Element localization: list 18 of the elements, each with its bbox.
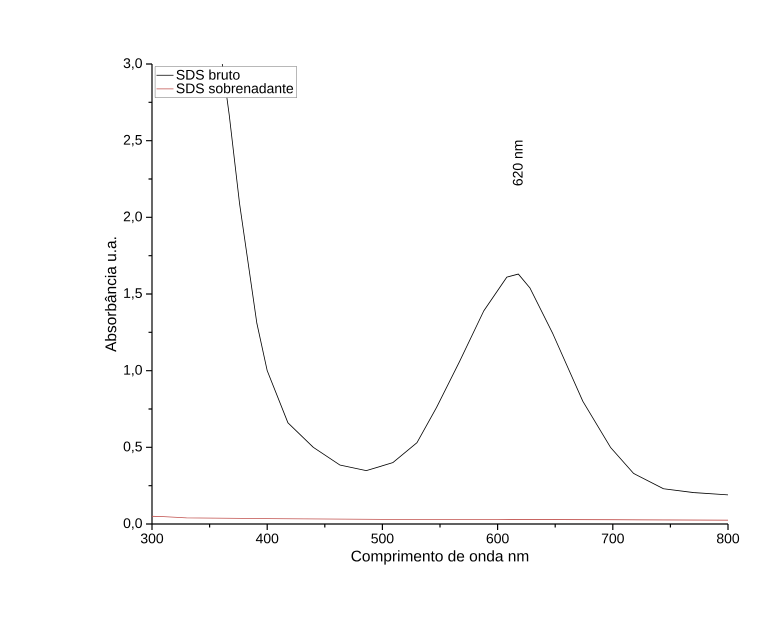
y-tick-label: 1,5 xyxy=(124,288,142,300)
y-tick-label: 0,0 xyxy=(124,518,142,530)
y-tick-label: 2,5 xyxy=(124,134,142,146)
x-tick-label: 700 xyxy=(602,533,624,544)
x-tick-label: 600 xyxy=(486,533,509,544)
legend-label: SDS bruto xyxy=(176,69,240,80)
x-tick-label: 400 xyxy=(256,533,278,544)
x-tick-label: 500 xyxy=(371,533,394,544)
y-tick-label: 2,0 xyxy=(124,212,142,224)
y-tick-label: 1,0 xyxy=(124,364,142,376)
x-tick-label: 300 xyxy=(140,533,164,544)
x-axis-title: Comprimento de onda nm xyxy=(352,550,528,565)
annotation: 620 nm xyxy=(512,140,523,186)
y-axis-title: Absorbância u.a. xyxy=(104,238,116,352)
x-tick-label: 800 xyxy=(716,533,740,544)
y-tick-label: 3,0 xyxy=(124,58,142,70)
legend-label: SDS sobrenadante xyxy=(176,83,294,94)
y-tick-label: 0,5 xyxy=(124,442,142,454)
